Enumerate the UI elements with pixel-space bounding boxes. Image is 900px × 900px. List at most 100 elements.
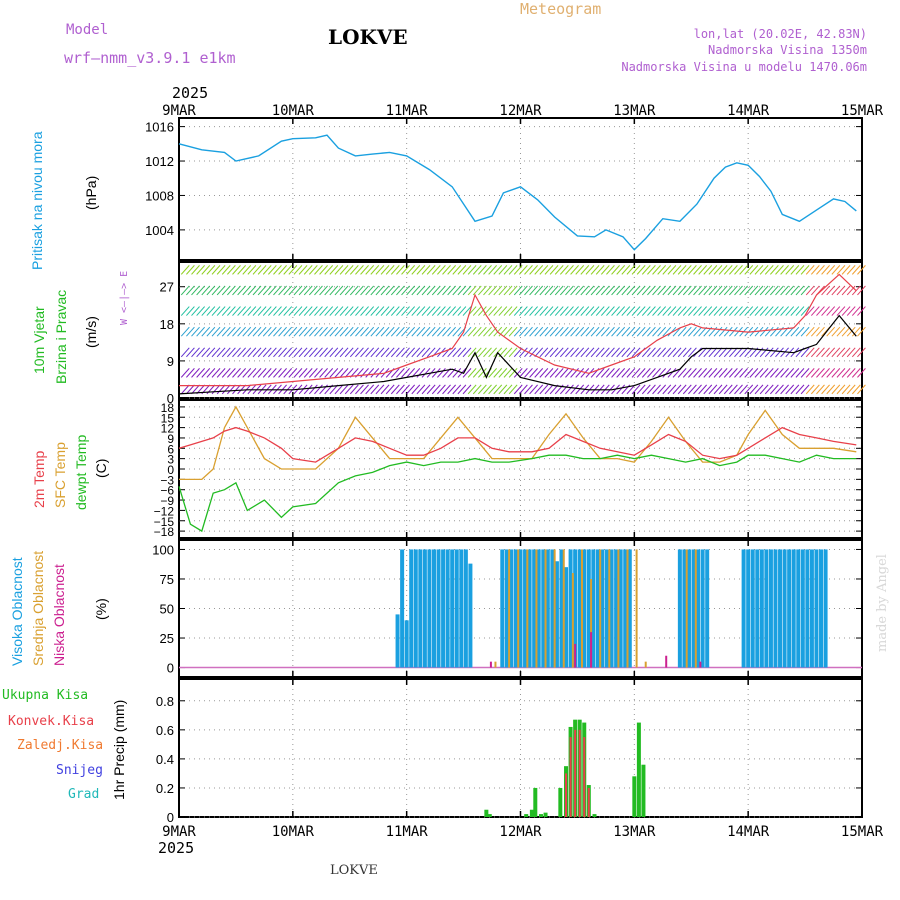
wind-barb: [247, 347, 257, 358]
wind-barb: [749, 265, 759, 275]
wind-barb: [508, 347, 518, 358]
cloud-bar: [823, 549, 828, 668]
wind-barb: [729, 285, 738, 296]
wind-barb: [667, 265, 677, 275]
wind-barb: [396, 306, 405, 316]
wind-barb: [416, 285, 426, 296]
wind-barb: [334, 265, 344, 275]
wind-barb: [544, 306, 554, 316]
wind-barb: [723, 384, 733, 395]
wind-barb: [708, 265, 718, 275]
wind-barb: [626, 306, 636, 316]
wind-barb: [488, 368, 498, 378]
wind-barb: [344, 265, 354, 275]
wind-barb: [370, 285, 380, 296]
wind-barb: [483, 285, 492, 296]
precip-bar: [574, 729, 577, 817]
wind-barb: [595, 326, 605, 337]
wind-barb: [437, 326, 446, 337]
wind-barb: [288, 265, 298, 275]
wind-barb: [370, 306, 380, 316]
wind-barb: [513, 368, 523, 378]
wind-barb: [713, 368, 723, 378]
wind-barb: [452, 265, 462, 275]
wind-barb: [682, 384, 692, 395]
wind-barb: [401, 347, 410, 358]
wind-barb: [831, 285, 841, 296]
cloud-bar: [773, 549, 778, 668]
wind-barb: [780, 306, 789, 316]
wind-barb: [764, 384, 774, 395]
wind-barb: [641, 285, 651, 296]
wind-barb: [186, 368, 195, 378]
cloud-bar: [518, 549, 523, 668]
wind-barb: [518, 285, 528, 296]
cloud-bar: [691, 549, 696, 668]
wind-barb: [734, 368, 743, 378]
cloud-bar: [805, 549, 810, 668]
wind-barb: [303, 265, 313, 275]
wind-barb: [221, 285, 231, 296]
wind-barb: [216, 265, 226, 275]
y-tick-label: 0: [167, 661, 174, 676]
wind-barb: [349, 285, 359, 296]
wind-barb: [221, 368, 231, 378]
wind-barb: [534, 326, 544, 337]
y-tick-label: 75: [160, 572, 174, 587]
wind-barb: [759, 347, 769, 358]
cloud-bar: [626, 549, 629, 668]
wind-barb: [344, 306, 354, 316]
wind-barb: [478, 285, 487, 296]
wind-barb: [390, 326, 400, 337]
wind-barb: [534, 265, 544, 275]
wind-barb: [186, 265, 195, 275]
wind-barb: [380, 347, 390, 358]
wind-barb: [693, 306, 702, 316]
wind-barb: [554, 347, 564, 358]
y-tick-label: 3: [167, 453, 174, 467]
wind-barb: [308, 285, 318, 296]
wind-barb: [483, 384, 492, 395]
wind-barb: [800, 326, 810, 337]
wind-barb: [693, 384, 702, 395]
wind-barb: [267, 285, 277, 296]
wind-barb: [457, 384, 467, 395]
wind-barb: [539, 368, 549, 378]
wind-barb: [764, 306, 774, 316]
y-tick-label: 0: [167, 810, 174, 825]
wind-compass: W <–|–> E: [119, 271, 130, 325]
wind-barb: [565, 285, 574, 296]
wind-barb: [508, 265, 518, 275]
wind-barb: [349, 384, 359, 395]
wind-barb: [626, 368, 636, 378]
y-tick-label: 0.2: [156, 781, 174, 796]
wind-barb: [186, 285, 195, 296]
wind-barb: [339, 306, 349, 316]
cloud-bar: [468, 563, 473, 668]
wind-barb: [431, 285, 441, 296]
wind-barb: [186, 306, 195, 316]
wind-barb: [211, 285, 221, 296]
wind-barb: [452, 306, 462, 316]
wind-barb: [554, 265, 564, 275]
wind-barb: [416, 306, 426, 316]
wind-barb: [539, 326, 549, 337]
wind-barb: [252, 306, 262, 316]
wind-barb: [355, 306, 364, 316]
wind-barb: [718, 265, 728, 275]
wind-barb: [626, 384, 636, 395]
wind-barb: [836, 384, 846, 395]
wind-barb: [611, 265, 620, 275]
wind-barb: [355, 347, 364, 358]
wind-barb: [278, 285, 287, 296]
wind-barb: [657, 285, 667, 296]
wind-barb: [769, 326, 779, 337]
wind-barb: [339, 368, 349, 378]
wind-barb: [191, 326, 200, 337]
wind-barb: [790, 326, 800, 337]
wind-barb: [390, 306, 400, 316]
y-tick-label: 0: [167, 391, 174, 406]
cloud-bar: [696, 549, 701, 668]
wind-barb: [385, 265, 395, 275]
wind-barb: [355, 265, 364, 275]
